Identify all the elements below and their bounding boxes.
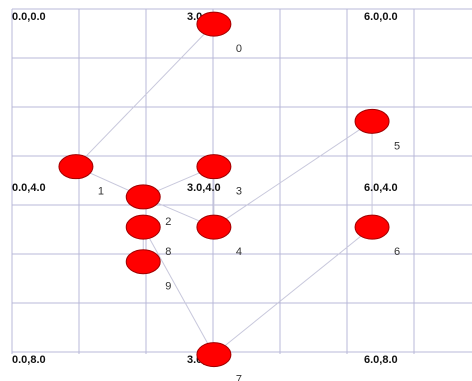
coord-label-0-8: 0.0,8.0 [12,354,46,366]
coord-label-6-0: 6.0,0.0 [364,11,398,23]
node-8[interactable]: 8 [125,214,171,258]
node-label: 1 [98,186,104,198]
node-circle[interactable] [196,11,232,37]
node-circle[interactable] [125,184,161,210]
coord-label-6-8: 6.0,8.0 [364,354,398,366]
node-3[interactable]: 3 [196,154,242,198]
node-circle[interactable] [196,154,232,180]
node-label: 0 [236,43,242,55]
node-label: 9 [165,281,171,293]
node-label: 8 [165,246,171,258]
node-0[interactable]: 0 [196,11,242,55]
edge-6-7 [213,226,373,355]
node-circle[interactable] [125,214,161,240]
node-circle[interactable] [196,214,232,240]
node-label: 2 [165,216,171,228]
node-7[interactable]: 7 [196,342,242,381]
node-2[interactable]: 2 [125,184,171,228]
node-label: 3 [236,186,242,198]
node-9[interactable]: 9 [125,249,171,293]
node-5[interactable]: 5 [354,108,400,152]
node-1[interactable]: 1 [58,154,104,198]
node-label: 6 [394,246,400,258]
node-4[interactable]: 4 [196,214,242,258]
node-circle[interactable] [354,214,390,240]
coord-label-6-4: 6.0,4.0 [364,182,398,194]
node-label: 5 [394,140,400,152]
grid [11,8,472,354]
edge-0-1 [75,23,215,168]
node-label: 4 [236,246,242,258]
coord-label-3-4: 3.0,4.0 [187,182,221,194]
coord-label-0-0: 0.0,0.0 [12,11,46,23]
node-circle[interactable] [196,342,232,368]
coord-label-0-4: 0.0,4.0 [12,182,46,194]
edges [75,23,373,355]
node-circle[interactable] [125,249,161,275]
node-label: 7 [236,374,242,381]
node-6[interactable]: 6 [354,214,400,258]
coordinate-labels: 0.0,0.0 3.0,0.0 6.0,0.0 0.0,4.0 3.0,4.0 … [12,11,398,366]
nodes: 0 1 2 3 4 5 6 7 8 9 [58,11,400,381]
node-circle[interactable] [58,154,94,180]
edge-4-5 [213,120,373,228]
edge-8-7 [142,226,215,355]
node-circle[interactable] [354,108,390,134]
